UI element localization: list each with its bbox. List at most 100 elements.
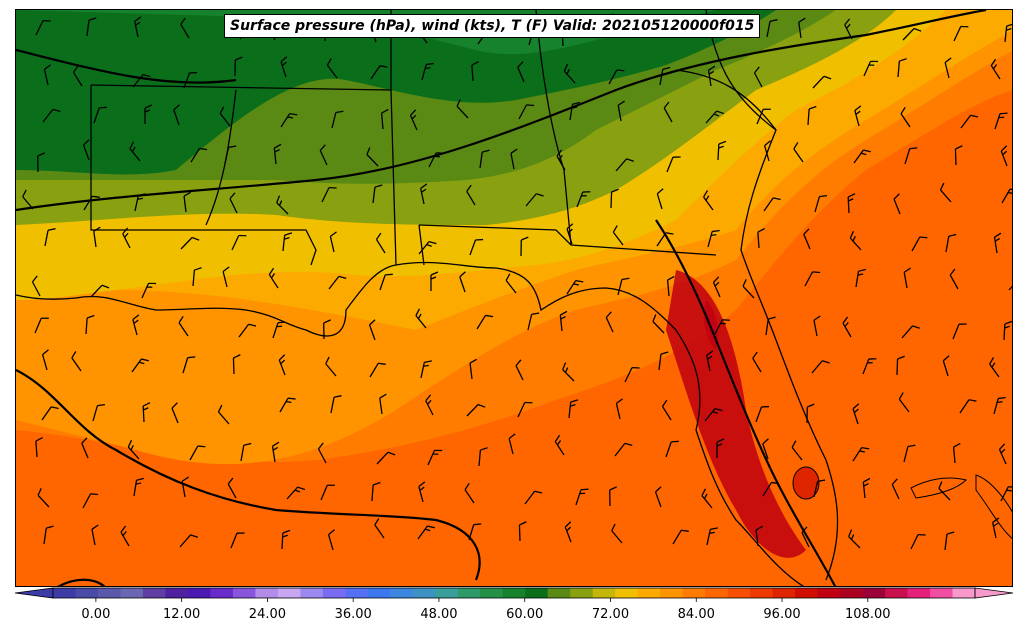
- wind-barb: [71, 351, 82, 372]
- wind-barb: [190, 147, 208, 163]
- wind-barb: [82, 493, 99, 509]
- colorbar-segment: [120, 588, 144, 598]
- border-florida-panhandle: [418, 224, 717, 256]
- wind-barb: [129, 141, 141, 162]
- wind-barb: [949, 268, 959, 290]
- wind-barb: [171, 402, 179, 424]
- wind-barb: [42, 108, 61, 123]
- wind-barb: [280, 56, 288, 78]
- wind-barb: [911, 236, 928, 252]
- wind-barb: [1004, 23, 1012, 43]
- wind-barb: [663, 101, 673, 123]
- wind-barb: [752, 351, 762, 373]
- wind-barb: [863, 60, 879, 77]
- colorbar-segment: [255, 588, 279, 598]
- colorbar-segment: [727, 588, 751, 598]
- wind-barb: [672, 529, 689, 545]
- wind-barb: [81, 437, 89, 459]
- wind-barb: [701, 488, 713, 509]
- wind-barb: [379, 393, 387, 415]
- wind-barb: [893, 193, 901, 215]
- wind-barb: [652, 314, 665, 334]
- wind-barb: [41, 349, 49, 371]
- wind-barb: [559, 310, 568, 332]
- wind-barb: [661, 399, 672, 421]
- wind-barb: [518, 521, 527, 542]
- wind-barb: [376, 451, 396, 465]
- wind-barb: [142, 402, 151, 423]
- colorbar-segment: [300, 588, 324, 598]
- wind-barb: [227, 477, 237, 499]
- wind-barb: [765, 316, 776, 336]
- wind-barb: [281, 529, 291, 550]
- colorbar-segment: [772, 588, 796, 598]
- wind-barb: [131, 358, 149, 373]
- wind-barb: [989, 357, 1000, 378]
- wind-barb: [608, 69, 625, 85]
- wind-barb: [420, 183, 428, 205]
- wind-barb: [756, 108, 771, 125]
- colorbar-segment: [637, 588, 661, 598]
- wind-barb: [659, 66, 671, 86]
- wind-barb: [807, 105, 817, 126]
- pressure-contour-south-edge: [57, 578, 106, 586]
- wind-barb: [753, 66, 763, 88]
- wind-barb: [556, 149, 566, 171]
- wind-barb: [910, 533, 926, 550]
- colorbar-segment: [907, 588, 931, 598]
- wind-barb: [325, 356, 337, 377]
- colorbar-segment: [97, 588, 121, 598]
- border-texas-louisiana: [90, 85, 317, 266]
- wind-barb: [939, 182, 952, 203]
- wind-barb: [990, 58, 1001, 80]
- border-mississippi-alabama-south: [418, 224, 425, 266]
- colorbar-segment: [817, 588, 841, 598]
- wind-barb: [705, 110, 725, 124]
- cuba-coast: [975, 474, 1012, 539]
- wind-barb: [610, 188, 619, 209]
- wind-barb: [605, 311, 614, 333]
- fill-cool-green: [16, 10, 776, 175]
- wind-barb: [706, 527, 718, 546]
- wind-barb: [417, 525, 435, 540]
- temperature-map: [16, 10, 1012, 586]
- wind-barb: [34, 317, 49, 334]
- wind-barb: [476, 314, 494, 330]
- wind-barb: [562, 362, 575, 382]
- wind-barb: [524, 490, 543, 505]
- wind-barb: [554, 434, 565, 456]
- wind-barb: [938, 481, 951, 501]
- colorbar-segment: [840, 588, 864, 598]
- wind-barbs: [22, 13, 1012, 551]
- wind-barb: [72, 65, 83, 87]
- wind-barb: [952, 442, 961, 464]
- wind-barb: [276, 195, 289, 215]
- pressure-contour-north: [16, 10, 987, 212]
- wind-barb: [1003, 320, 1012, 341]
- pressure-contour-florida: [655, 219, 837, 586]
- wind-barb: [900, 106, 911, 128]
- colorbar-segment: [480, 588, 504, 598]
- colorbar-min-arrow: [14, 587, 54, 599]
- wind-barb: [902, 27, 922, 41]
- wind-barb: [466, 184, 476, 206]
- wind-barb: [240, 442, 252, 462]
- wind-barb: [568, 399, 579, 419]
- wind-barb: [180, 236, 200, 250]
- colorbar-segment: [660, 588, 684, 598]
- wind-barb: [331, 110, 344, 129]
- wind-barb: [904, 147, 918, 165]
- colorbar-outline: [52, 587, 976, 599]
- wind-barb: [471, 60, 479, 82]
- wind-barb: [280, 112, 298, 128]
- wind-barb: [181, 476, 189, 498]
- wind-barb: [144, 104, 153, 124]
- wind-barb: [468, 523, 482, 541]
- colorbar-segment: [885, 588, 909, 598]
- colorbar-segment: [525, 588, 549, 598]
- wind-barb: [566, 279, 584, 295]
- colorbar-tick-label: 96.00: [763, 607, 801, 622]
- colorbar-segment: [142, 588, 166, 598]
- wind-barb: [844, 18, 853, 40]
- wind-barb: [855, 268, 867, 288]
